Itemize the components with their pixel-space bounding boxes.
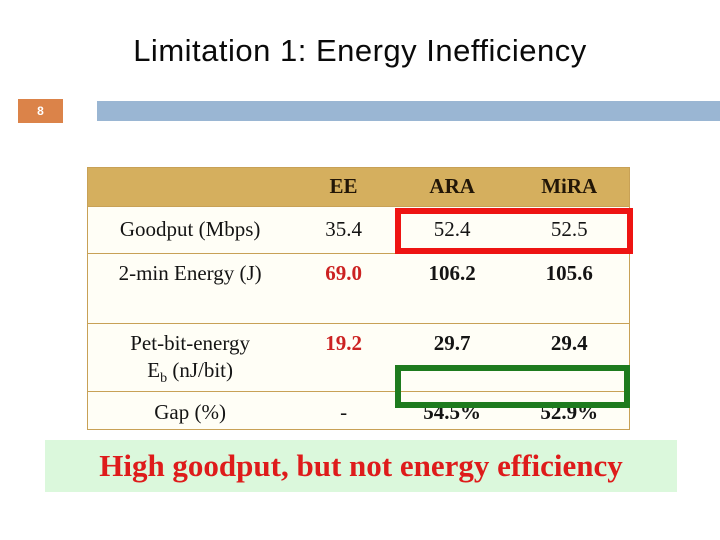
cell-energy-ee: 69.0 [325,261,362,285]
per-bit-energy-line1: Pet-bit-energy [130,331,250,355]
green-highlight-box [395,365,630,408]
cell-perbit-ee: 19.2 [325,331,362,355]
column-header-mira: MiRA [541,174,598,198]
cell-goodput-ee: 35.4 [325,217,362,241]
table-row-per-bit-energy: Pet-bit-energy Eb (nJ/bit) 19.2 29.7 29.… [88,323,629,391]
cell-perbit-ara: 29.7 [433,331,471,355]
column-header-ara: ARA [429,174,475,198]
row-label-gap: Gap (%) [154,400,226,424]
per-bit-energy-line2: Eb (nJ/bit) [147,358,233,387]
cell-perbit-mira: 29.4 [550,331,588,355]
cell-energy-mira: 105.6 [545,261,593,285]
conclusion-banner: High goodput, but not energy efficiency [45,440,677,492]
column-header-ee: EE [329,174,358,198]
row-label-energy: 2-min Energy (J) [118,261,262,285]
table-row-energy: 2-min Energy (J) 69.0 106.2 105.6 [88,253,629,323]
header-divider-bar [97,101,720,121]
cell-goodput-mira: 52.5 [550,217,588,241]
column-header-blank [88,168,292,206]
row-label-per-bit-energy: Pet-bit-energy Eb (nJ/bit) [88,324,292,391]
red-highlight-box [395,208,633,254]
table-header-row: EE ARA MiRA [88,168,629,206]
table-row-goodput: Goodput (Mbps) 35.4 52.4 52.5 [88,206,629,253]
row-label-goodput: Goodput (Mbps) [119,217,261,241]
page-title: Limitation 1: Energy Inefficiency [133,33,587,68]
cell-energy-ara: 106.2 [428,261,476,285]
cell-gap-ee: - [340,400,348,424]
slide-number-badge: 8 [18,99,63,123]
cell-goodput-ara: 52.4 [433,217,471,241]
